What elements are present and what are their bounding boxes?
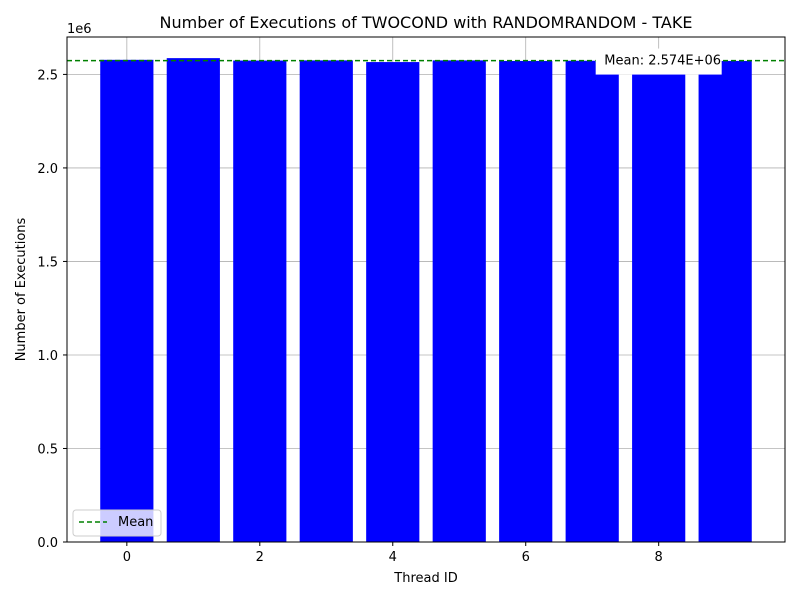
y-tick-label: 1.0 [37,349,58,364]
legend-mean-label: Mean [118,515,153,530]
bar-thread-8 [632,61,686,542]
legend-frame [72,509,162,537]
y-tick-label: 0.0 [37,536,58,551]
x-tick-label: 6 [522,550,530,565]
chart-title: Number of Executions of TWOCOND with RAN… [160,13,693,32]
mean-annotation: Mean: 2.574E+06 [604,54,721,69]
bar-thread-0 [100,59,154,543]
y-axis-offset-label: 1e6 [67,22,92,37]
x-tick-label: 2 [256,550,264,565]
plot-frame [66,36,786,543]
bar-layer [100,58,752,543]
bar-thread-9 [698,60,752,543]
bar-thread-1 [166,58,220,542]
bar-thread-7 [565,60,619,543]
x-tick-label: 8 [655,550,663,565]
x-tick-label: 4 [389,550,397,565]
legend: Mean [72,509,162,537]
y-tick-label: 1.5 [37,255,58,270]
tick-layer: 0 2 4 6 8 0.0 0.5 1.0 1.5 2.0 2.5 [37,68,663,565]
bar-thread-3 [299,60,353,542]
mean-annotation-background [595,48,722,75]
y-tick-label: 2.5 [37,68,58,83]
bar-thread-5 [432,60,486,542]
y-tick-label: 2.0 [37,162,58,177]
mean-layer: Mean: 2.574E+06 [67,48,785,75]
bar-thread-6 [499,60,553,543]
y-tick-label: 0.5 [37,442,58,457]
bar-thread-4 [366,62,420,543]
y-axis-title: Number of Executions [14,217,29,361]
x-tick-label: 0 [123,550,131,565]
bar-thread-2 [233,60,287,543]
x-axis-title: Thread ID [393,571,457,586]
